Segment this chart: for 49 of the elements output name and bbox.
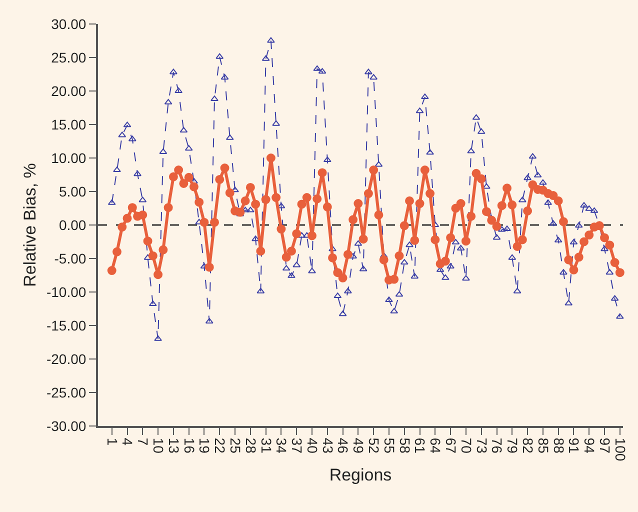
y-tick-label: -15.00	[46, 317, 86, 334]
x-tick-label: 10	[150, 438, 166, 454]
y-tick-label: 20.00	[51, 82, 86, 99]
y-tick-label: 15.00	[51, 116, 86, 132]
y-tick-label: -20.00	[46, 350, 86, 367]
x-tick-label: 37	[289, 438, 306, 454]
x-tick-label: 49	[350, 438, 367, 454]
y-axis-title: Relative Bias, %	[20, 163, 40, 287]
x-tick-label: 91	[566, 438, 582, 454]
x-tick-label: 76	[489, 438, 506, 454]
x-tick-label: 82	[520, 438, 536, 454]
x-tick-label: 40	[304, 438, 320, 454]
x-tick-label: 73	[474, 438, 490, 454]
x-tick-label: 1	[104, 438, 120, 446]
x-tick-label: 100	[612, 438, 628, 462]
x-tick-label: 7	[135, 438, 152, 446]
x-tick-label: 67	[443, 438, 460, 454]
x-tick-label: 88	[550, 438, 567, 454]
x-tick-label: 19	[196, 438, 213, 454]
x-tick-label: 70	[458, 438, 474, 454]
x-tick-label: 61	[412, 438, 428, 454]
x-tick-label: 43	[320, 438, 336, 454]
x-tick-label: 64	[428, 438, 444, 454]
x-tick-label: 52	[366, 438, 382, 454]
x-tick-label: 94	[582, 438, 598, 454]
y-tick-label: -10.00	[46, 284, 86, 300]
x-tick-label: 13	[166, 438, 182, 454]
x-tick-label: 25	[227, 438, 244, 454]
x-tick-label: 85	[535, 438, 552, 454]
x-axis-title: Regions	[329, 465, 392, 484]
x-tick-label: 97	[596, 438, 613, 454]
y-tick-label: 5.00	[58, 183, 86, 200]
y-tick-label: 30.00	[51, 16, 86, 32]
y-tick-label: 25.00	[51, 49, 86, 66]
y-tick-label: -30.00	[46, 418, 86, 434]
x-tick-label: 28	[242, 438, 259, 454]
x-tick-label: 55	[381, 438, 398, 454]
y-tick-label: -25.00	[46, 384, 86, 400]
x-tick-label: 34	[274, 438, 290, 454]
x-tick-label: 4	[120, 438, 136, 446]
x-tick-label: 22	[212, 438, 228, 454]
x-tick-label: 31	[258, 438, 274, 454]
y-tick-label: -5.00	[54, 250, 86, 266]
x-tick-label: 46	[335, 438, 352, 454]
y-tick-label: 0.00	[58, 216, 86, 233]
x-tick-label: 79	[504, 438, 521, 454]
x-tick-label: 58	[396, 438, 413, 454]
x-tick-label: 16	[181, 438, 198, 454]
y-tick-label: 10.00	[51, 150, 86, 166]
